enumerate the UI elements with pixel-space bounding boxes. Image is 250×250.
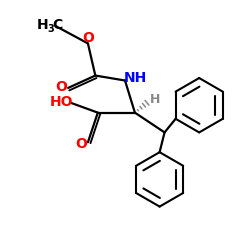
Text: HO: HO [50, 94, 73, 108]
Text: H: H [36, 18, 48, 32]
Text: C: C [53, 18, 63, 32]
Text: O: O [75, 136, 87, 150]
Text: H: H [150, 92, 160, 106]
Text: O: O [82, 31, 94, 45]
Text: 3: 3 [47, 24, 54, 34]
Text: NH: NH [124, 70, 147, 85]
Text: O: O [55, 80, 67, 94]
